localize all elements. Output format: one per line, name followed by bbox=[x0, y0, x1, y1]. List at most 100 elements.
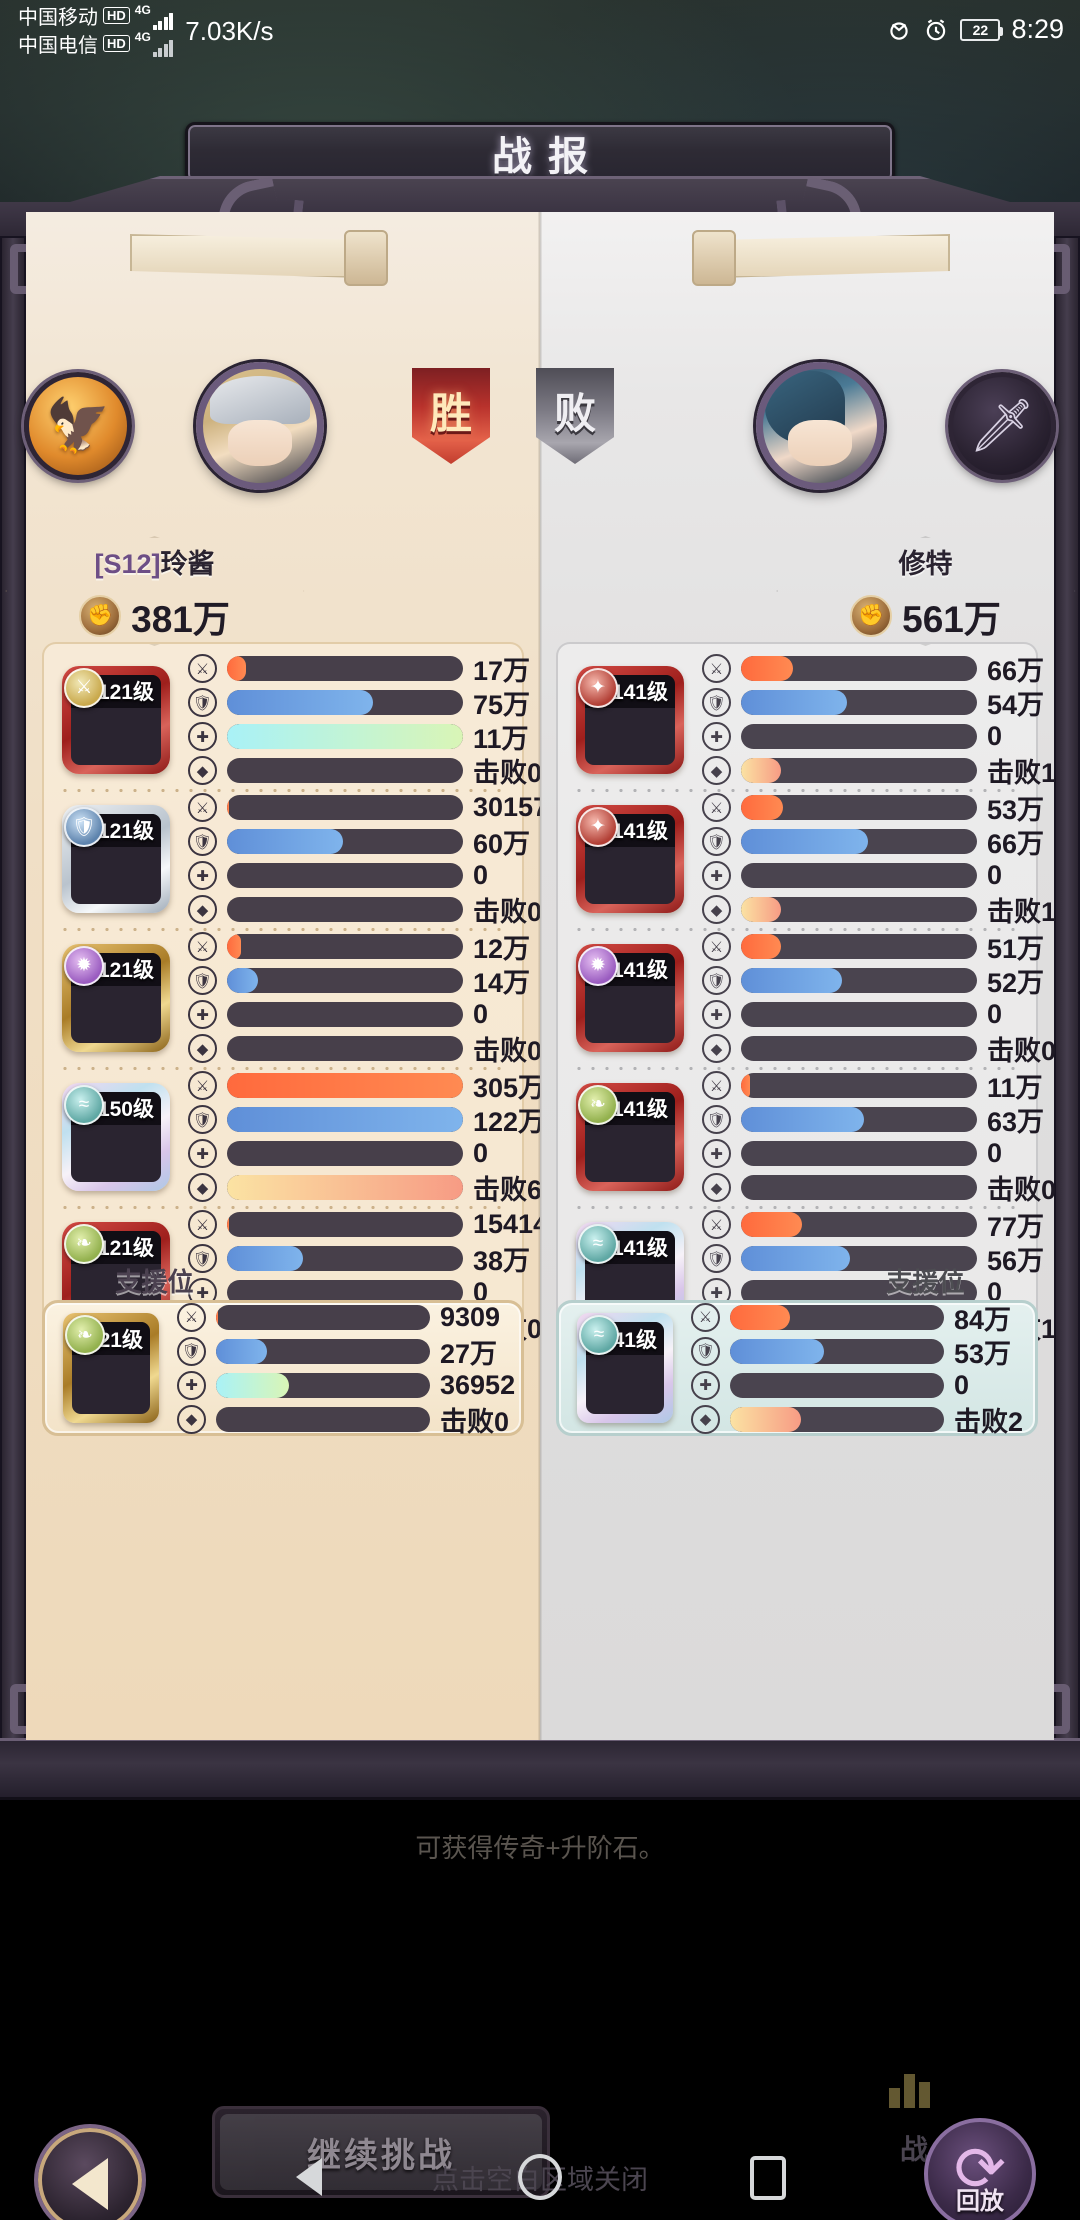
stat-bar-fill bbox=[741, 897, 782, 922]
power-coin-icon: ✊ bbox=[79, 595, 122, 637]
replay-button[interactable]: ⟳ 回放 bbox=[924, 2118, 1036, 2220]
stat-bar-fill bbox=[741, 1212, 803, 1237]
stat-bar-fill bbox=[227, 690, 374, 715]
stat-bar-track bbox=[730, 1372, 944, 1398]
back-button[interactable] bbox=[34, 2124, 146, 2220]
hero-stats: ⚔ 30157 🛡 60万 ✚ 0 ◆ 击败0 bbox=[170, 792, 554, 927]
stat-value: 17万 bbox=[473, 656, 531, 686]
hero-row[interactable]: 121级 ⚔ ⚔ 17万 🛡 75万 ✚ 11万 ◆ bbox=[44, 650, 542, 789]
right-support-slot[interactable]: 141级 ≈ ⚔ 84万 🛡 53万 ✚ 0 bbox=[556, 1300, 1038, 1437]
sword-icon: ⚔ bbox=[702, 1210, 731, 1239]
nav-recents-icon[interactable] bbox=[750, 2156, 786, 2200]
stat-row: 🛡 60万 bbox=[188, 827, 548, 859]
right-power-value: 561万 bbox=[902, 599, 1001, 640]
shield-icon: 🛡 bbox=[188, 1105, 217, 1134]
kill-icon: ◆ bbox=[188, 895, 217, 924]
stat-value: 击败1 bbox=[987, 758, 1057, 788]
stat-row: 🛡 38万 bbox=[188, 1244, 548, 1276]
stat-row: 🛡 52万 bbox=[702, 966, 1056, 998]
signal-unit: 4G bbox=[135, 3, 174, 30]
hero-portrait[interactable]: 141级 ✦ bbox=[576, 665, 684, 774]
battle-panel: [S12]玲酱 ✊ 381万 121级 ⚔ ⚔ bbox=[4, 212, 1076, 1740]
heal-icon: ✚ bbox=[702, 1139, 731, 1168]
dagger-crest-icon: 🗡 bbox=[948, 372, 1056, 480]
stat-row: ✚ 0 bbox=[691, 1370, 1029, 1400]
stat-bar-track bbox=[227, 1002, 463, 1027]
hero-row[interactable]: 150级 ≈ ⚔ 305万 🛡 122万 ✚ 0 ◆ bbox=[44, 1067, 545, 1206]
stats-bars-icon bbox=[889, 2074, 930, 2108]
stat-value: 53万 bbox=[987, 795, 1045, 825]
hero-portrait[interactable]: 141级 ✦ bbox=[576, 804, 684, 913]
shield-icon: 🛡 bbox=[702, 688, 731, 717]
stat-bar-fill bbox=[741, 968, 843, 993]
hero-row[interactable]: 141级 ✦ ⚔ 66万 🛡 54万 ✚ 0 ◆ bbox=[558, 650, 1056, 789]
title-text: 战报 bbox=[492, 135, 604, 179]
hero-row[interactable]: 141级 ✹ ⚔ 51万 🛡 52万 ✚ 0 ◆ bbox=[558, 928, 1056, 1067]
android-nav-bar bbox=[0, 2134, 1080, 2220]
hero-stats: ⚔ 305万 🛡 122万 ✚ 0 ◆ 击败6 bbox=[170, 1071, 551, 1205]
stat-bar-track bbox=[227, 1212, 463, 1237]
lose-label: 败 bbox=[553, 389, 596, 437]
stat-row: ✚ 11万 bbox=[188, 722, 542, 754]
stat-bar-track bbox=[741, 690, 977, 715]
hero-portrait[interactable]: 141级 ≈ bbox=[577, 1313, 673, 1423]
stat-bar-fill bbox=[730, 1304, 790, 1330]
left-player-avatar[interactable] bbox=[196, 362, 324, 490]
hero-portrait[interactable]: 121级 🛡 bbox=[62, 804, 170, 913]
stat-bar-fill bbox=[741, 829, 869, 854]
battery-icon: 22 bbox=[960, 18, 1004, 41]
stat-value: 27万 bbox=[440, 1338, 498, 1369]
stat-value: 0 bbox=[473, 860, 489, 890]
hero-portrait[interactable]: 121级 ❧ bbox=[63, 1313, 159, 1423]
stat-value: 66万 bbox=[987, 656, 1045, 686]
carrier-name: 中国电信 bbox=[18, 35, 98, 57]
hero-row[interactable]: 141级 ✦ ⚔ 53万 🛡 66万 ✚ 0 ◆ bbox=[558, 789, 1056, 928]
stat-value: 11万 bbox=[473, 724, 529, 754]
hero-portrait[interactable]: 121级 ⚔ bbox=[62, 665, 170, 774]
stat-bar-track bbox=[741, 1107, 977, 1132]
stat-bar-track bbox=[227, 863, 463, 888]
right-player-avatar[interactable] bbox=[756, 362, 884, 490]
kill-icon: ◆ bbox=[702, 1173, 731, 1202]
stat-value: 66万 bbox=[987, 829, 1045, 859]
hero-portrait[interactable]: 121级 ✹ bbox=[62, 943, 170, 1052]
leaf-class-icon: ❧ bbox=[64, 1223, 104, 1264]
hero-row[interactable]: 141级 ❧ ⚔ 11万 🛡 63万 ✚ 0 ◆ bbox=[558, 1067, 1056, 1206]
stat-bar-track bbox=[741, 1002, 977, 1027]
stat-value: 53万 bbox=[954, 1338, 1012, 1369]
sword-icon: ⚔ bbox=[702, 1071, 731, 1100]
stat-value: 84万 bbox=[954, 1304, 1012, 1335]
sword-icon: ⚔ bbox=[702, 932, 731, 961]
hero-portrait[interactable]: 141级 ✹ bbox=[576, 943, 684, 1052]
stat-value: 305万 bbox=[473, 1073, 546, 1103]
stat-row: 🛡 63万 bbox=[702, 1105, 1056, 1137]
support-stats: ⚔ 84万 🛡 53万 ✚ 0 ◆ bbox=[673, 1302, 1035, 1437]
leaf-class-icon: ❧ bbox=[65, 1315, 105, 1355]
stat-bar-track bbox=[741, 724, 977, 749]
sword-icon: ⚔ bbox=[188, 932, 217, 961]
hero-row[interactable]: 121级 ✹ ⚔ 12万 🛡 14万 ✚ 0 ◆ bbox=[44, 928, 542, 1067]
stat-bar-fill bbox=[227, 1246, 303, 1271]
stat-bar-track bbox=[227, 1141, 463, 1166]
hero-row[interactable]: 121级 🛡 ⚔ 30157 🛡 60万 ✚ 0 ◆ bbox=[44, 789, 548, 928]
stat-bar-track bbox=[741, 795, 977, 820]
continue-challenge-button[interactable]: 继续挑战 bbox=[212, 2106, 550, 2198]
hero-stats: ⚔ 66万 🛡 54万 ✚ 0 ◆ 击败1 bbox=[684, 654, 1062, 788]
shield-icon: 🛡 bbox=[188, 688, 217, 717]
left-player-info: [S12]玲酱 ✊ 381万 bbox=[4, 536, 305, 646]
hero-portrait[interactable]: 141级 ❧ bbox=[576, 1082, 684, 1191]
nav-home-icon[interactable] bbox=[518, 2154, 562, 2200]
sword-icon: ⚔ bbox=[188, 793, 217, 822]
left-support-slot[interactable]: 121级 ❧ ⚔ 9309 🛡 27万 ✚ 36952 bbox=[42, 1300, 524, 1437]
heal-icon: ✚ bbox=[702, 861, 731, 890]
hero-portrait[interactable]: 150级 ≈ bbox=[62, 1082, 170, 1191]
hd-badge-icon: HD bbox=[103, 7, 130, 24]
left-support-label: 支援位 bbox=[115, 1267, 194, 1297]
stat-bar-track bbox=[730, 1338, 944, 1364]
alarm-icon bbox=[923, 17, 949, 43]
stat-bar-track bbox=[741, 1246, 977, 1271]
nav-back-icon[interactable] bbox=[296, 2158, 322, 2196]
name-diamond-decoration bbox=[4, 536, 305, 646]
panel-divider bbox=[538, 212, 542, 1740]
